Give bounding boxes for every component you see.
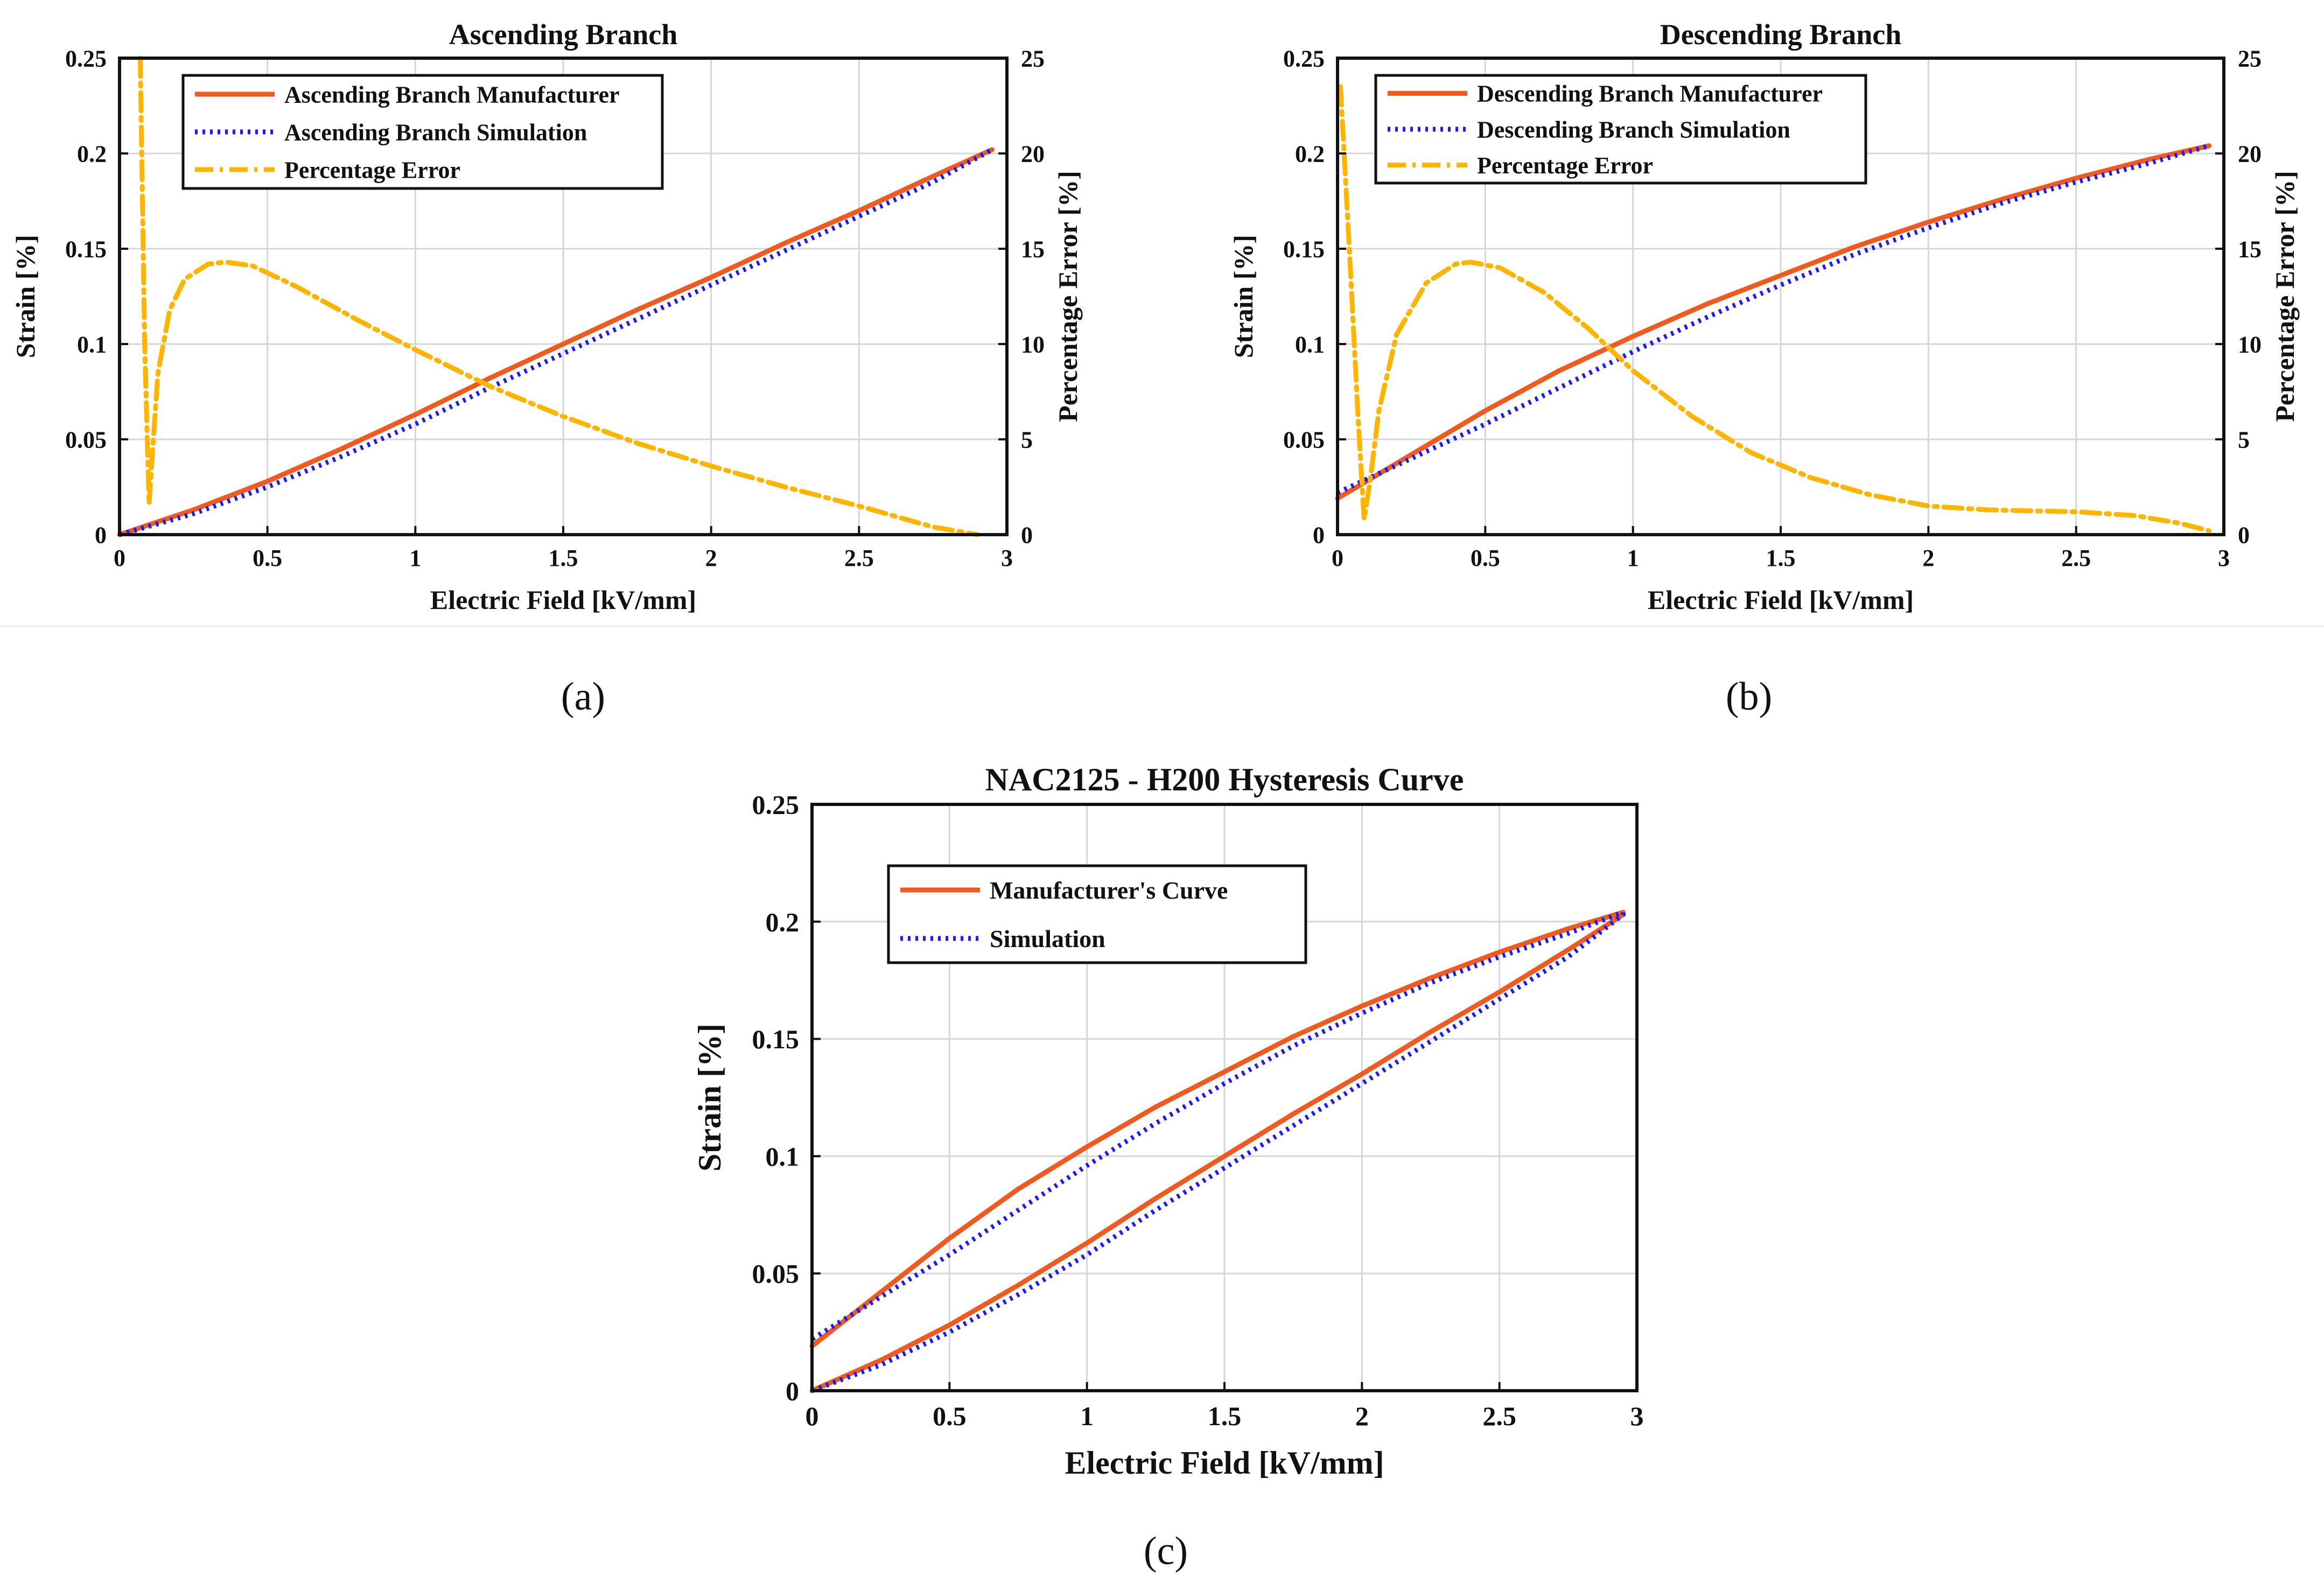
y2-axis-label: Percentage Error [%] bbox=[1053, 171, 1083, 422]
x-tick-label: 0 bbox=[114, 545, 125, 571]
x-tick-label: 1.5 bbox=[1208, 1401, 1242, 1431]
chart-title: Descending Branch bbox=[1660, 18, 1902, 51]
y-tick-label: 0.05 bbox=[65, 426, 107, 453]
x-tick-label: 2 bbox=[1355, 1401, 1369, 1431]
legend: Manufacturer's Curve Simulation bbox=[887, 864, 1307, 964]
chart-title: Ascending Branch bbox=[449, 18, 678, 51]
y2-tick-label: 25 bbox=[1021, 45, 1045, 72]
y-tick-label: 0.1 bbox=[77, 331, 107, 358]
legend-entry: Simulation bbox=[990, 925, 1105, 952]
y2-tick-label: 25 bbox=[2238, 45, 2262, 72]
x-tick-label: 3 bbox=[2218, 545, 2230, 571]
x-tick-label: 2 bbox=[1922, 545, 1934, 571]
x-tick-label: 1 bbox=[1627, 545, 1639, 571]
legend-entry: Percentage Error bbox=[1477, 152, 1653, 179]
x-tick-label: 2.5 bbox=[1482, 1401, 1516, 1431]
y-tick-label: 0 bbox=[95, 522, 107, 548]
legend: Descending Branch Manufacturer Descending… bbox=[1374, 74, 1867, 185]
x-tick-label: 1 bbox=[409, 545, 421, 571]
x-tick-label: 3 bbox=[1001, 545, 1013, 571]
x-tick-label: 1 bbox=[1080, 1401, 1094, 1431]
legend-entry: Ascending Branch Manufacturer bbox=[284, 81, 620, 108]
panel-label-b: (b) bbox=[1726, 675, 1772, 719]
y-axis-label: Strain [%] bbox=[10, 235, 40, 358]
x-tick-label: 1.5 bbox=[549, 545, 578, 571]
y-tick-label: 0 bbox=[786, 1376, 799, 1406]
y-tick-label: 0.2 bbox=[1295, 141, 1325, 167]
y-axis-label: Strain [%] bbox=[692, 1024, 727, 1172]
y2-tick-label: 10 bbox=[2238, 331, 2262, 358]
x-tick-label: 2.5 bbox=[844, 545, 874, 571]
y-tick-label: 0.25 bbox=[1283, 45, 1325, 72]
y2-tick-label: 15 bbox=[1021, 236, 1045, 262]
y2-tick-label: 20 bbox=[1021, 141, 1045, 167]
y-tick-label: 0.25 bbox=[752, 790, 800, 820]
y-tick-label: 0.2 bbox=[766, 907, 800, 937]
y-tick-label: 0.05 bbox=[1283, 426, 1325, 453]
y-tick-label: 0.1 bbox=[766, 1141, 800, 1172]
y2-tick-label: 20 bbox=[2238, 141, 2262, 167]
x-tick-label: 0 bbox=[806, 1401, 819, 1431]
x-tick-label: 2.5 bbox=[2061, 545, 2091, 571]
y2-axis-label: Percentage Error [%] bbox=[2270, 171, 2300, 422]
chart-descending-branch: 0 0.5 1 1.5 2 2.5 300.050.10.150.20.2505101520… bbox=[1228, 18, 2300, 615]
chart-ascending-branch: 0 0.5 1 1.5 2 2.5 300.050.10.150.20.2505101520… bbox=[10, 18, 1083, 615]
legend-entry: Ascending Branch Simulation bbox=[284, 119, 587, 145]
y2-tick-label: 10 bbox=[1021, 331, 1045, 358]
y2-tick-label: 0 bbox=[1021, 522, 1033, 548]
y-tick-label: 0.05 bbox=[752, 1259, 800, 1289]
legend-box bbox=[887, 864, 1307, 964]
x-axis-label: Electric Field [kV/mm] bbox=[1648, 585, 1914, 615]
y2-tick-label: 15 bbox=[2238, 236, 2262, 262]
legend-entry: Percentage Error bbox=[284, 157, 460, 183]
legend-entry: Manufacturer's Curve bbox=[990, 877, 1228, 904]
x-tick-label: 0.5 bbox=[1471, 545, 1500, 571]
y2-tick-label: 5 bbox=[1021, 426, 1033, 453]
legend: Ascending Branch Manufacturer Ascending B… bbox=[181, 74, 664, 190]
x-axis-label: Electric Field [kV/mm] bbox=[1065, 1445, 1384, 1481]
y-tick-label: 0.15 bbox=[65, 236, 107, 262]
legend-entry: Descending Branch Manufacturer bbox=[1477, 81, 1823, 107]
series-line-solid bbox=[1335, 143, 2212, 501]
x-tick-label: 2 bbox=[705, 545, 717, 571]
series-line-solid bbox=[117, 147, 995, 537]
panel-label-c: (c) bbox=[1144, 1529, 1188, 1573]
x-tick-label: 0.5 bbox=[253, 545, 282, 571]
y-tick-label: 0.15 bbox=[752, 1024, 800, 1054]
y-axis-label: Strain [%] bbox=[1228, 235, 1258, 358]
y2-tick-label: 0 bbox=[2238, 522, 2250, 548]
series-line-dashdot bbox=[138, 55, 980, 537]
chart-title: NAC2125 - H200 Hysteresis Curve bbox=[985, 762, 1464, 797]
x-tick-label: 1.5 bbox=[1766, 545, 1796, 571]
series-line-dotted bbox=[810, 909, 1626, 1393]
x-axis-label: Electric Field [kV/mm] bbox=[430, 585, 696, 615]
x-tick-label: 0.5 bbox=[933, 1401, 967, 1431]
legend-entry: Descending Branch Simulation bbox=[1477, 116, 1790, 143]
y-tick-label: 0.25 bbox=[65, 45, 107, 72]
y2-tick-label: 5 bbox=[2238, 426, 2250, 453]
y-tick-label: 0.2 bbox=[77, 141, 107, 167]
chart-hysteresis-curve: 0 0.5 1 1.5 2 2.5 3 0 0.05 0.1 0.15 0.2 0.25 NAC2125 … bbox=[692, 762, 1644, 1481]
y-tick-label: 0.15 bbox=[1283, 236, 1325, 262]
series-line-dashdot bbox=[1338, 84, 2212, 534]
x-tick-label: 3 bbox=[1630, 1401, 1644, 1431]
x-tick-label: 0 bbox=[1332, 545, 1343, 571]
panel-label-a: (a) bbox=[561, 675, 605, 719]
y-tick-label: 0 bbox=[1313, 522, 1325, 548]
y-tick-label: 0.1 bbox=[1295, 331, 1325, 358]
